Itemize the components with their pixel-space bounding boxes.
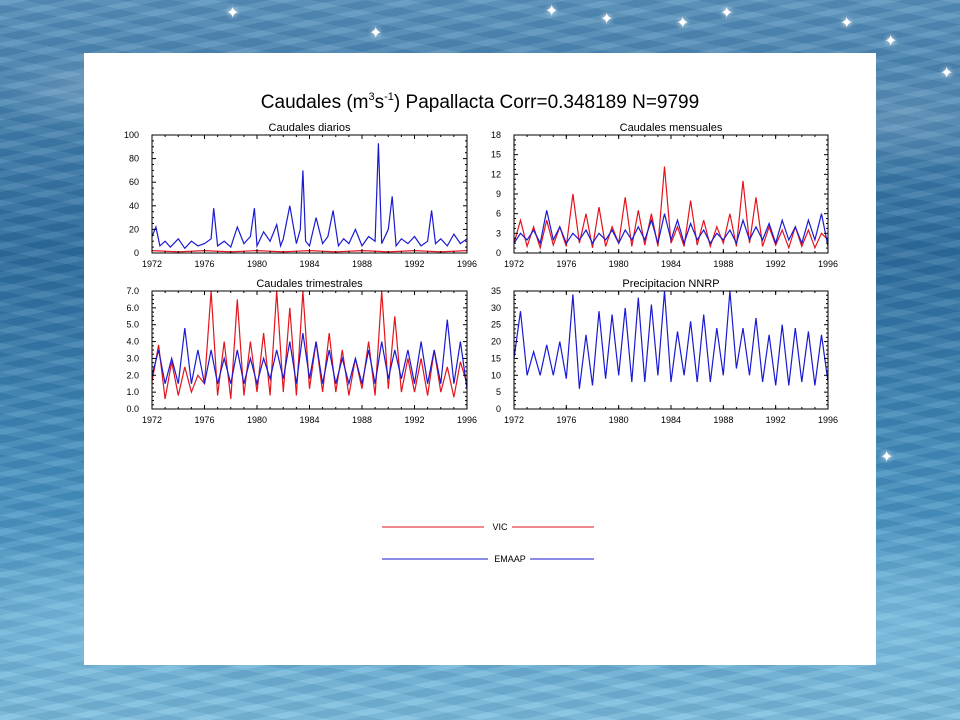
y-tick-label: 3.0 — [126, 353, 139, 363]
x-tick-label: 1976 — [194, 415, 214, 425]
y-tick-label: 20 — [129, 224, 139, 234]
x-tick-label: 1984 — [299, 259, 319, 269]
y-tick-label: 100 — [124, 130, 139, 140]
x-tick-label: 1976 — [194, 259, 214, 269]
panel-title: Precipitacion NNRP — [622, 278, 719, 290]
panel-title: Caudales trimestrales — [256, 278, 363, 290]
y-tick-label: 30 — [491, 303, 501, 313]
series-line-emaap — [152, 143, 467, 250]
y-tick-label: 0 — [496, 404, 501, 414]
y-tick-label: 7.0 — [126, 286, 139, 296]
x-tick-label: 1984 — [661, 259, 681, 269]
sparkle-icon: ✦ — [720, 5, 734, 22]
sparkle-icon: ✦ — [840, 15, 854, 32]
sparkle-icon: ✦ — [880, 449, 894, 466]
y-tick-label: 25 — [491, 320, 501, 330]
chart-panel-1: Caudales diarios 1972 1976 1980 1984 1988 1992… — [124, 122, 477, 269]
y-tick-label: 4.0 — [126, 337, 139, 347]
y-tick-label: 5.0 — [126, 320, 139, 330]
y-tick-label: 20 — [491, 337, 501, 347]
y-tick-label: 9 — [496, 189, 501, 199]
y-tick-label: 2.0 — [126, 370, 139, 380]
panel-title: Caudales diarios — [269, 122, 351, 134]
chart-panel-3: Caudales trimestrales 1972 1976 1980 1984 198… — [126, 278, 477, 425]
sparkle-icon: ✦ — [940, 65, 954, 82]
figure-panel: Caudales (m3s-1) Papallacta Corr=0.34818… — [84, 53, 876, 665]
x-tick-label: 1980 — [247, 259, 267, 269]
chart-figure: Caudales (m3s-1) Papallacta Corr=0.34818… — [124, 91, 838, 564]
x-tick-label: 1984 — [661, 415, 681, 425]
y-tick-label: 1.0 — [126, 387, 139, 397]
x-tick-label: 1992 — [766, 259, 786, 269]
sparkle-icon: ✦ — [545, 3, 559, 20]
series-line-emaap — [514, 210, 828, 247]
y-tick-label: 35 — [491, 286, 501, 296]
x-tick-label: 1992 — [404, 415, 424, 425]
x-tick-label: 1980 — [609, 259, 629, 269]
x-tick-label: 1980 — [247, 415, 267, 425]
x-tick-label: 1972 — [504, 259, 524, 269]
x-tick-label: 1976 — [556, 259, 576, 269]
chart-panel-2: Caudales mensuales 1972 1976 1980 1984 1988 19… — [491, 122, 838, 269]
y-tick-label: 60 — [129, 177, 139, 187]
y-tick-label: 15 — [491, 150, 501, 160]
panel-title: Caudales mensuales — [620, 122, 723, 134]
y-tick-label: 15 — [491, 353, 501, 363]
series-line-emaap — [152, 319, 467, 389]
y-tick-label: 0.0 — [126, 404, 139, 414]
y-tick-label: 6.0 — [126, 303, 139, 313]
x-tick-label: 1972 — [142, 259, 162, 269]
y-tick-label: 18 — [491, 130, 501, 140]
y-tick-label: 10 — [491, 370, 501, 380]
sparkle-icon: ✦ — [600, 11, 614, 28]
plot-frame — [513, 134, 829, 254]
x-tick-label: 1992 — [404, 259, 424, 269]
x-tick-label: 1980 — [609, 415, 629, 425]
series-line-vic — [514, 166, 828, 251]
x-tick-label: 1996 — [457, 415, 477, 425]
x-tick-label: 1996 — [818, 415, 838, 425]
y-tick-label: 6 — [496, 209, 501, 219]
figure-title: Caudales (m3s-1) Papallacta Corr=0.34818… — [261, 91, 699, 113]
y-tick-label: 80 — [129, 154, 139, 164]
series-line-vic — [152, 291, 467, 400]
series-line-precip — [514, 291, 828, 389]
y-tick-label: 0 — [134, 248, 139, 258]
x-tick-label: 1988 — [352, 259, 372, 269]
y-tick-label: 5 — [496, 387, 501, 397]
sparkle-icon: ✦ — [884, 33, 898, 50]
y-tick-label: 40 — [129, 201, 139, 211]
y-tick-label: 3 — [496, 228, 501, 238]
x-tick-label: 1988 — [713, 415, 733, 425]
x-tick-label: 1976 — [556, 415, 576, 425]
legend-label-emaap: EMAAP — [494, 554, 526, 564]
x-tick-label: 1988 — [713, 259, 733, 269]
chart-panel-4: Precipitacion NNRP 1972 1976 1980 1984 1988 19… — [491, 278, 838, 425]
x-tick-label: 1988 — [352, 415, 372, 425]
x-tick-label: 1972 — [142, 415, 162, 425]
y-tick-label: 12 — [491, 169, 501, 179]
x-tick-label: 1996 — [457, 259, 477, 269]
x-tick-label: 1996 — [818, 259, 838, 269]
x-tick-label: 1972 — [504, 415, 524, 425]
sparkle-icon: ✦ — [226, 5, 240, 22]
sparkle-icon: ✦ — [369, 25, 383, 42]
y-tick-label: 0 — [496, 248, 501, 258]
plot-frame — [151, 134, 468, 254]
x-tick-label: 1992 — [766, 415, 786, 425]
legend: VIC EMAAP — [382, 522, 594, 564]
x-tick-label: 1984 — [299, 415, 319, 425]
legend-label-vic: VIC — [492, 522, 508, 532]
sparkle-icon: ✦ — [676, 15, 690, 32]
